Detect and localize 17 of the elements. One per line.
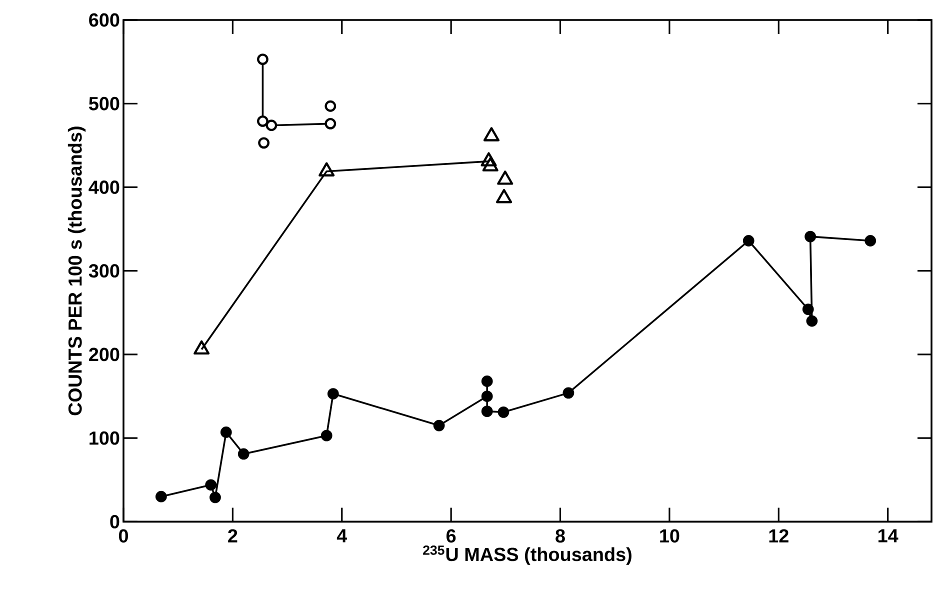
x-tick-label: 14 [878,529,898,542]
y-tick-label: 500 [88,96,120,110]
y-tick-label: 300 [88,264,120,278]
x-tick-label: 2 [228,529,238,542]
x-tick-label: 4 [336,529,348,542]
x-tick-label: 10 [660,529,680,543]
x-axis-title: $^{235}$U MASS (thousands) [423,545,632,565]
y-tick-label: 600 [89,13,120,27]
x-tick-label: 6 [446,529,456,543]
y-tick-label: 400 [88,180,120,194]
y-axis-title: COUNTS PER 100 s (thousands) [68,126,86,416]
x-tick-label: 8 [556,529,565,543]
y-tick-label: 100 [90,431,120,445]
x-tick-label: 12 [769,529,788,542]
x-tick-label: 0 [118,529,128,543]
y-tick-label: 200 [89,348,120,362]
y-tick-label: 0 [110,514,120,528]
